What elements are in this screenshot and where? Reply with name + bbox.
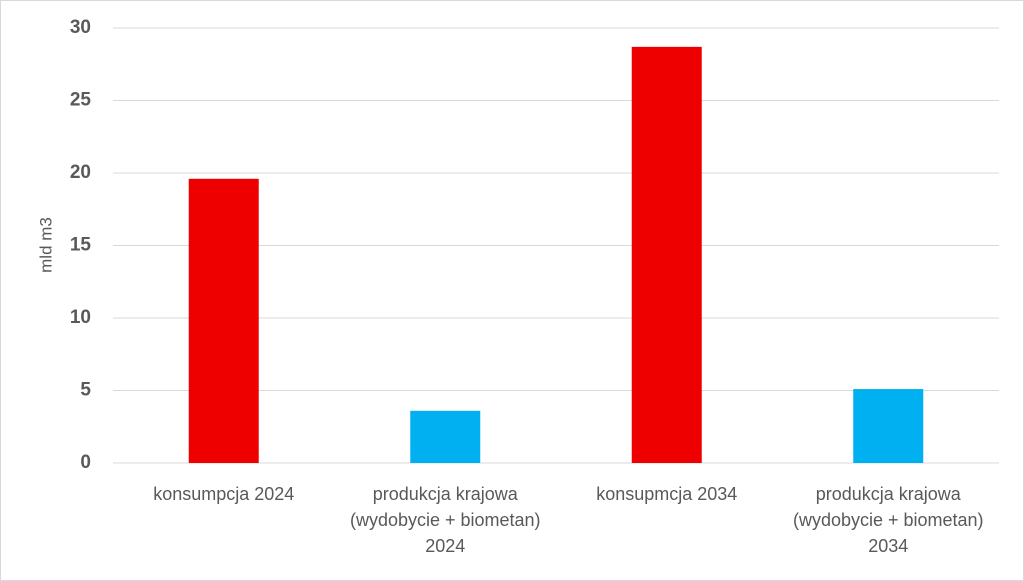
y-tick-label: 20 [70,162,91,183]
y-tick-label: 10 [70,307,91,328]
x-tick-label: produkcja krajowa (wydobycie + biometan)… [792,484,984,556]
x-tick-label: konsumpcja 2024 [153,484,295,504]
x-tick-label: produkcja krajowa (wydobycie + biometan)… [349,484,541,556]
bar [410,410,481,463]
x-tick-label: konsupmcja 2034 [596,484,738,504]
y-tick-label: 25 [70,90,92,111]
y-tick-label: 15 [70,235,92,256]
y-axis-label: mld m3 [36,217,55,273]
y-tick-label: 0 [80,452,91,473]
bar [631,46,702,463]
y-tick-label: 5 [80,380,91,401]
bar [853,389,924,463]
bar [188,178,259,464]
y-tick-label: 30 [70,17,91,38]
